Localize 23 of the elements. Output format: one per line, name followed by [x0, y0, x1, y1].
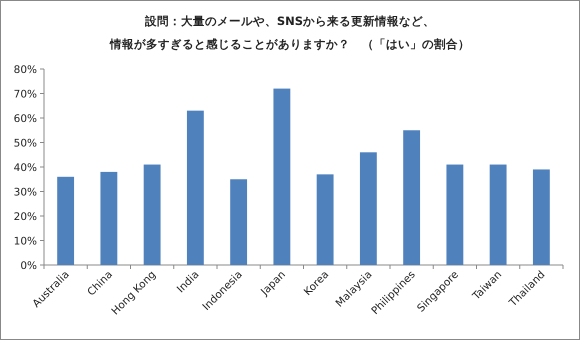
bar: [532, 169, 550, 265]
y-tick-label: 50%: [14, 138, 38, 150]
chart-title: 設問：大量のメールや、SNSから来る更新情報など、: [144, 14, 436, 28]
bar: [100, 172, 118, 265]
bar: [230, 179, 248, 265]
y-tick-label: 0%: [20, 260, 38, 272]
y-tick-label: 80%: [14, 64, 38, 76]
bar: [273, 88, 290, 265]
bar: [490, 164, 507, 265]
bar: [446, 164, 464, 265]
y-tick-label: 20%: [14, 211, 38, 223]
chart-subtitle: 情報が多すぎると感じることがありますか？ （「はい」の割合）: [109, 37, 470, 51]
y-tick-label: 30%: [14, 186, 38, 198]
bar: [57, 176, 74, 265]
bar: [403, 130, 420, 265]
y-tick-label: 60%: [14, 113, 38, 125]
bar: [316, 174, 334, 265]
bar: [360, 152, 377, 265]
bar: [144, 164, 161, 265]
bar: [186, 110, 204, 265]
y-tick-label: 70%: [14, 88, 38, 100]
y-tick-label: 10%: [14, 236, 38, 248]
y-tick-label: 40%: [14, 162, 38, 174]
